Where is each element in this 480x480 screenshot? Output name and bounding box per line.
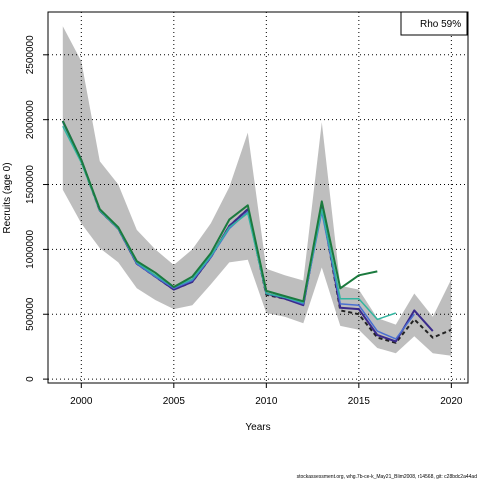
x-tick-label: 2000 <box>70 396 93 407</box>
x-tick-label: 2005 <box>163 396 186 407</box>
y-tick-label: 2500000 <box>25 35 36 74</box>
plot-frame <box>47 11 469 384</box>
axes: 2000 2005 2010 2015 2020 0 500000 1000000 150000… <box>25 11 469 407</box>
x-tick-label: 2015 <box>348 396 371 407</box>
x-tick-label: 2010 <box>255 396 278 407</box>
legend-label: Rho 59% <box>420 19 461 30</box>
legend: Rho 59% <box>400 11 468 36</box>
legend-box <box>400 11 468 36</box>
y-tick-label: 0 <box>25 376 36 382</box>
x-axis-title: Years <box>245 422 270 433</box>
y-tick-label: 500000 <box>25 297 36 331</box>
y-tick-label: 1000000 <box>25 229 36 268</box>
y-tick-label: 1500000 <box>25 165 36 204</box>
x-tick-label: 2020 <box>440 396 463 407</box>
footer-note: stockassessment.org, whg.7b-ce-k_May21_B… <box>297 474 478 480</box>
series-line-5 <box>61 120 378 303</box>
y-axis-title: Recruits (age 0) <box>2 162 13 233</box>
confidence-band <box>62 26 452 356</box>
plot-area <box>48 12 468 383</box>
y-tick-label: 2000000 <box>25 100 36 139</box>
